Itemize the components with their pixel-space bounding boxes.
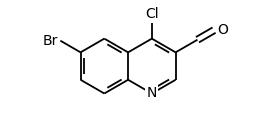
Text: Br: Br <box>43 34 58 48</box>
Text: N: N <box>147 87 157 100</box>
Text: Cl: Cl <box>145 7 159 21</box>
Text: O: O <box>217 23 228 37</box>
